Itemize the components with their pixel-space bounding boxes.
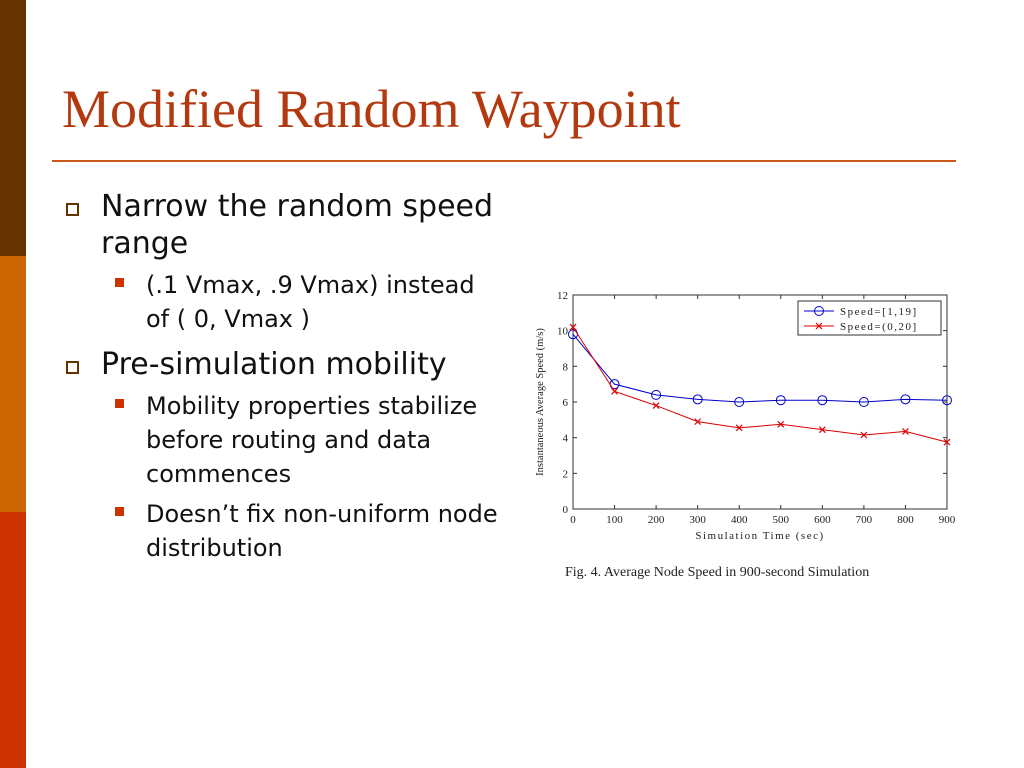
data-point — [777, 420, 785, 428]
sub-bullet-text: Mobility properties stabilize before rou… — [146, 392, 478, 488]
title-divider — [52, 160, 956, 162]
legend-box — [797, 300, 942, 336]
bullet-list: Narrow the random speed range (.1 Vmax, … — [62, 188, 502, 571]
sub-bullet-text: Doesn’t fix non-uniform node distributio… — [146, 500, 498, 562]
speed-chart: 0 100 200 300 400 500 600 700 800 900 0 2 4 6 8 10 12 Sim… — [520, 283, 970, 583]
data-point — [775, 395, 786, 406]
x-tick-label: 900 — [939, 514, 956, 526]
bullet-text: Narrow the random speed range — [101, 189, 494, 261]
legend-marker — [814, 306, 824, 316]
legend-marker — [815, 322, 823, 330]
hollow-square-bullet-icon — [66, 203, 79, 216]
data-point — [692, 394, 703, 405]
legend-label: Speed=[1,19] — [840, 306, 918, 318]
series-line — [572, 326, 948, 443]
bullet-text: Pre-simulation mobility — [101, 347, 447, 382]
slide-title: Modified Random Waypoint — [62, 79, 681, 139]
data-point — [818, 426, 826, 434]
sub-bullet-text: (.1 Vmax, .9 Vmax) instead of ( 0, Vmax … — [146, 271, 475, 333]
legend-label: Speed=(0,20] — [840, 321, 918, 333]
bullet-item: Narrow the random speed range — [62, 188, 502, 262]
x-axis-label: Simulation Time (sec) — [695, 530, 824, 542]
data-point — [694, 418, 702, 426]
data-point — [943, 438, 951, 446]
x-tick-label: 500 — [773, 514, 790, 526]
y-tick-label: 4 — [563, 433, 569, 445]
y-tick-label: 12 — [557, 290, 568, 302]
sub-bullet-item: Doesn’t fix non-uniform node distributio… — [62, 497, 502, 565]
y-tick-label: 6 — [563, 397, 569, 409]
data-point — [860, 431, 868, 439]
hollow-square-bullet-icon — [66, 361, 79, 374]
side-bar-middle — [0, 256, 26, 512]
x-tick-label: 300 — [689, 514, 706, 526]
x-tick-label: 0 — [570, 514, 576, 526]
y-tick-label: 0 — [563, 504, 569, 516]
data-point — [611, 387, 618, 395]
data-point — [651, 389, 662, 400]
side-bar-bottom — [0, 512, 26, 768]
data-point — [858, 397, 869, 407]
data-point — [652, 402, 660, 409]
data-point — [902, 428, 909, 435]
x-tick-label: 100 — [606, 514, 623, 526]
data-point — [734, 397, 745, 407]
x-tick-label: 600 — [814, 514, 831, 526]
data-point — [942, 395, 952, 406]
side-bar-top — [0, 0, 26, 256]
data-point — [900, 394, 911, 405]
x-tick-label: 800 — [897, 514, 914, 526]
figure-caption: Fig. 4. Average Node Speed in 900-second… — [565, 565, 870, 580]
data-point — [735, 424, 743, 432]
data-point — [817, 395, 828, 406]
filled-square-bullet-icon — [115, 278, 124, 287]
y-axis-label: Instantaneous Average Speed (m/s) — [535, 328, 546, 476]
y-tick-label: 10 — [557, 326, 569, 338]
x-tick-label: 200 — [648, 514, 665, 526]
x-tick-label: 700 — [856, 514, 873, 526]
bullet-item: Pre-simulation mobility — [62, 346, 502, 383]
filled-square-bullet-icon — [115, 507, 124, 516]
chart-svg: 0 100 200 300 400 500 600 700 800 900 0 2 4 6 8 10 12 Sim… — [535, 290, 956, 542]
x-tick-label: 400 — [731, 514, 748, 526]
filled-square-bullet-icon — [115, 399, 124, 408]
series-line — [572, 333, 948, 403]
y-tick-label: 2 — [563, 468, 569, 480]
sub-bullet-item: (.1 Vmax, .9 Vmax) instead of ( 0, Vmax … — [62, 268, 502, 336]
sub-bullet-item: Mobility properties stabilize before rou… — [62, 389, 502, 491]
data-point — [569, 323, 577, 331]
y-tick-label: 8 — [563, 361, 569, 373]
